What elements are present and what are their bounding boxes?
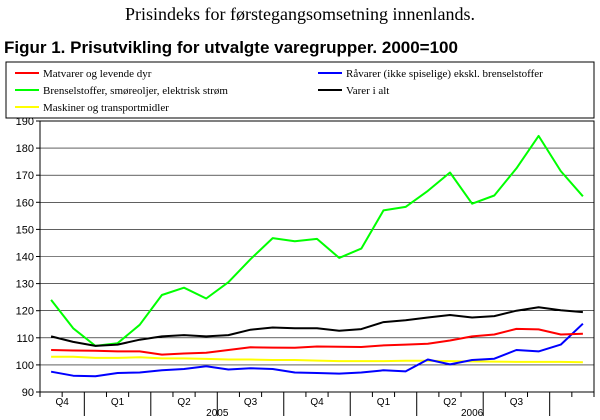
y-tick-label: 90 — [22, 387, 34, 399]
y-tick-label: 130 — [16, 279, 34, 291]
quarter-label: Q4 — [310, 397, 324, 408]
year-label: 2006 — [461, 408, 484, 419]
legend-label: Råvarer (ikke spiselige) ekskl. brensels… — [346, 68, 543, 80]
series-line-1 — [50, 134, 584, 347]
y-axis: 90 100 110 120 130 140 150 160 170 180 190 — [16, 116, 40, 399]
quarter-label: Q3 — [510, 397, 524, 408]
y-tick-label: 190 — [16, 116, 34, 128]
quarter-label: Q3 — [244, 397, 258, 408]
gridlines — [40, 147, 594, 366]
series-lines — [50, 134, 584, 378]
y-tick-label: 140 — [16, 252, 34, 264]
legend-label: Maskiner og transportmidler — [43, 102, 169, 114]
y-tick-label: 180 — [16, 143, 34, 155]
page-subtitle: Prisindeks for førstegangsomsetning inne… — [125, 4, 475, 24]
quarter-label: Q2 — [177, 397, 191, 408]
quarter-label: Q1 — [377, 397, 391, 408]
series-line-2 — [51, 355, 583, 364]
series-line-3 — [50, 322, 584, 378]
quarter-label: Q2 — [443, 397, 457, 408]
series-line-4 — [50, 306, 583, 347]
y-tick-label: 110 — [16, 333, 34, 345]
quarter-label: Q1 — [111, 397, 125, 408]
y-tick-label: 120 — [16, 306, 34, 318]
figure-title: Figur 1. Prisutvikling for utvalgte vare… — [4, 38, 458, 57]
y-tick-label: 160 — [16, 197, 34, 209]
legend-box — [5, 61, 595, 119]
legend-label: Brenselstoffer, smøreoljer, elektrisk st… — [43, 85, 228, 97]
y-tick-label: 170 — [16, 170, 34, 182]
year-label: 2005 — [206, 408, 229, 419]
legend-label: Matvarer og levende dyr — [43, 68, 152, 80]
x-axis: Q4 Q1 Q2 Q3 Q4 Q1 Q2 Q3 2005 2006 — [39, 392, 595, 419]
legend-label: Varer i alt — [346, 85, 389, 97]
series-line-0 — [51, 327, 583, 356]
quarter-label: Q4 — [55, 397, 69, 408]
y-tick-label: 100 — [16, 360, 34, 372]
legend: Matvarer og levende dyr Brenselstoffer, s… — [15, 68, 543, 114]
y-tick-label: 150 — [16, 224, 34, 236]
